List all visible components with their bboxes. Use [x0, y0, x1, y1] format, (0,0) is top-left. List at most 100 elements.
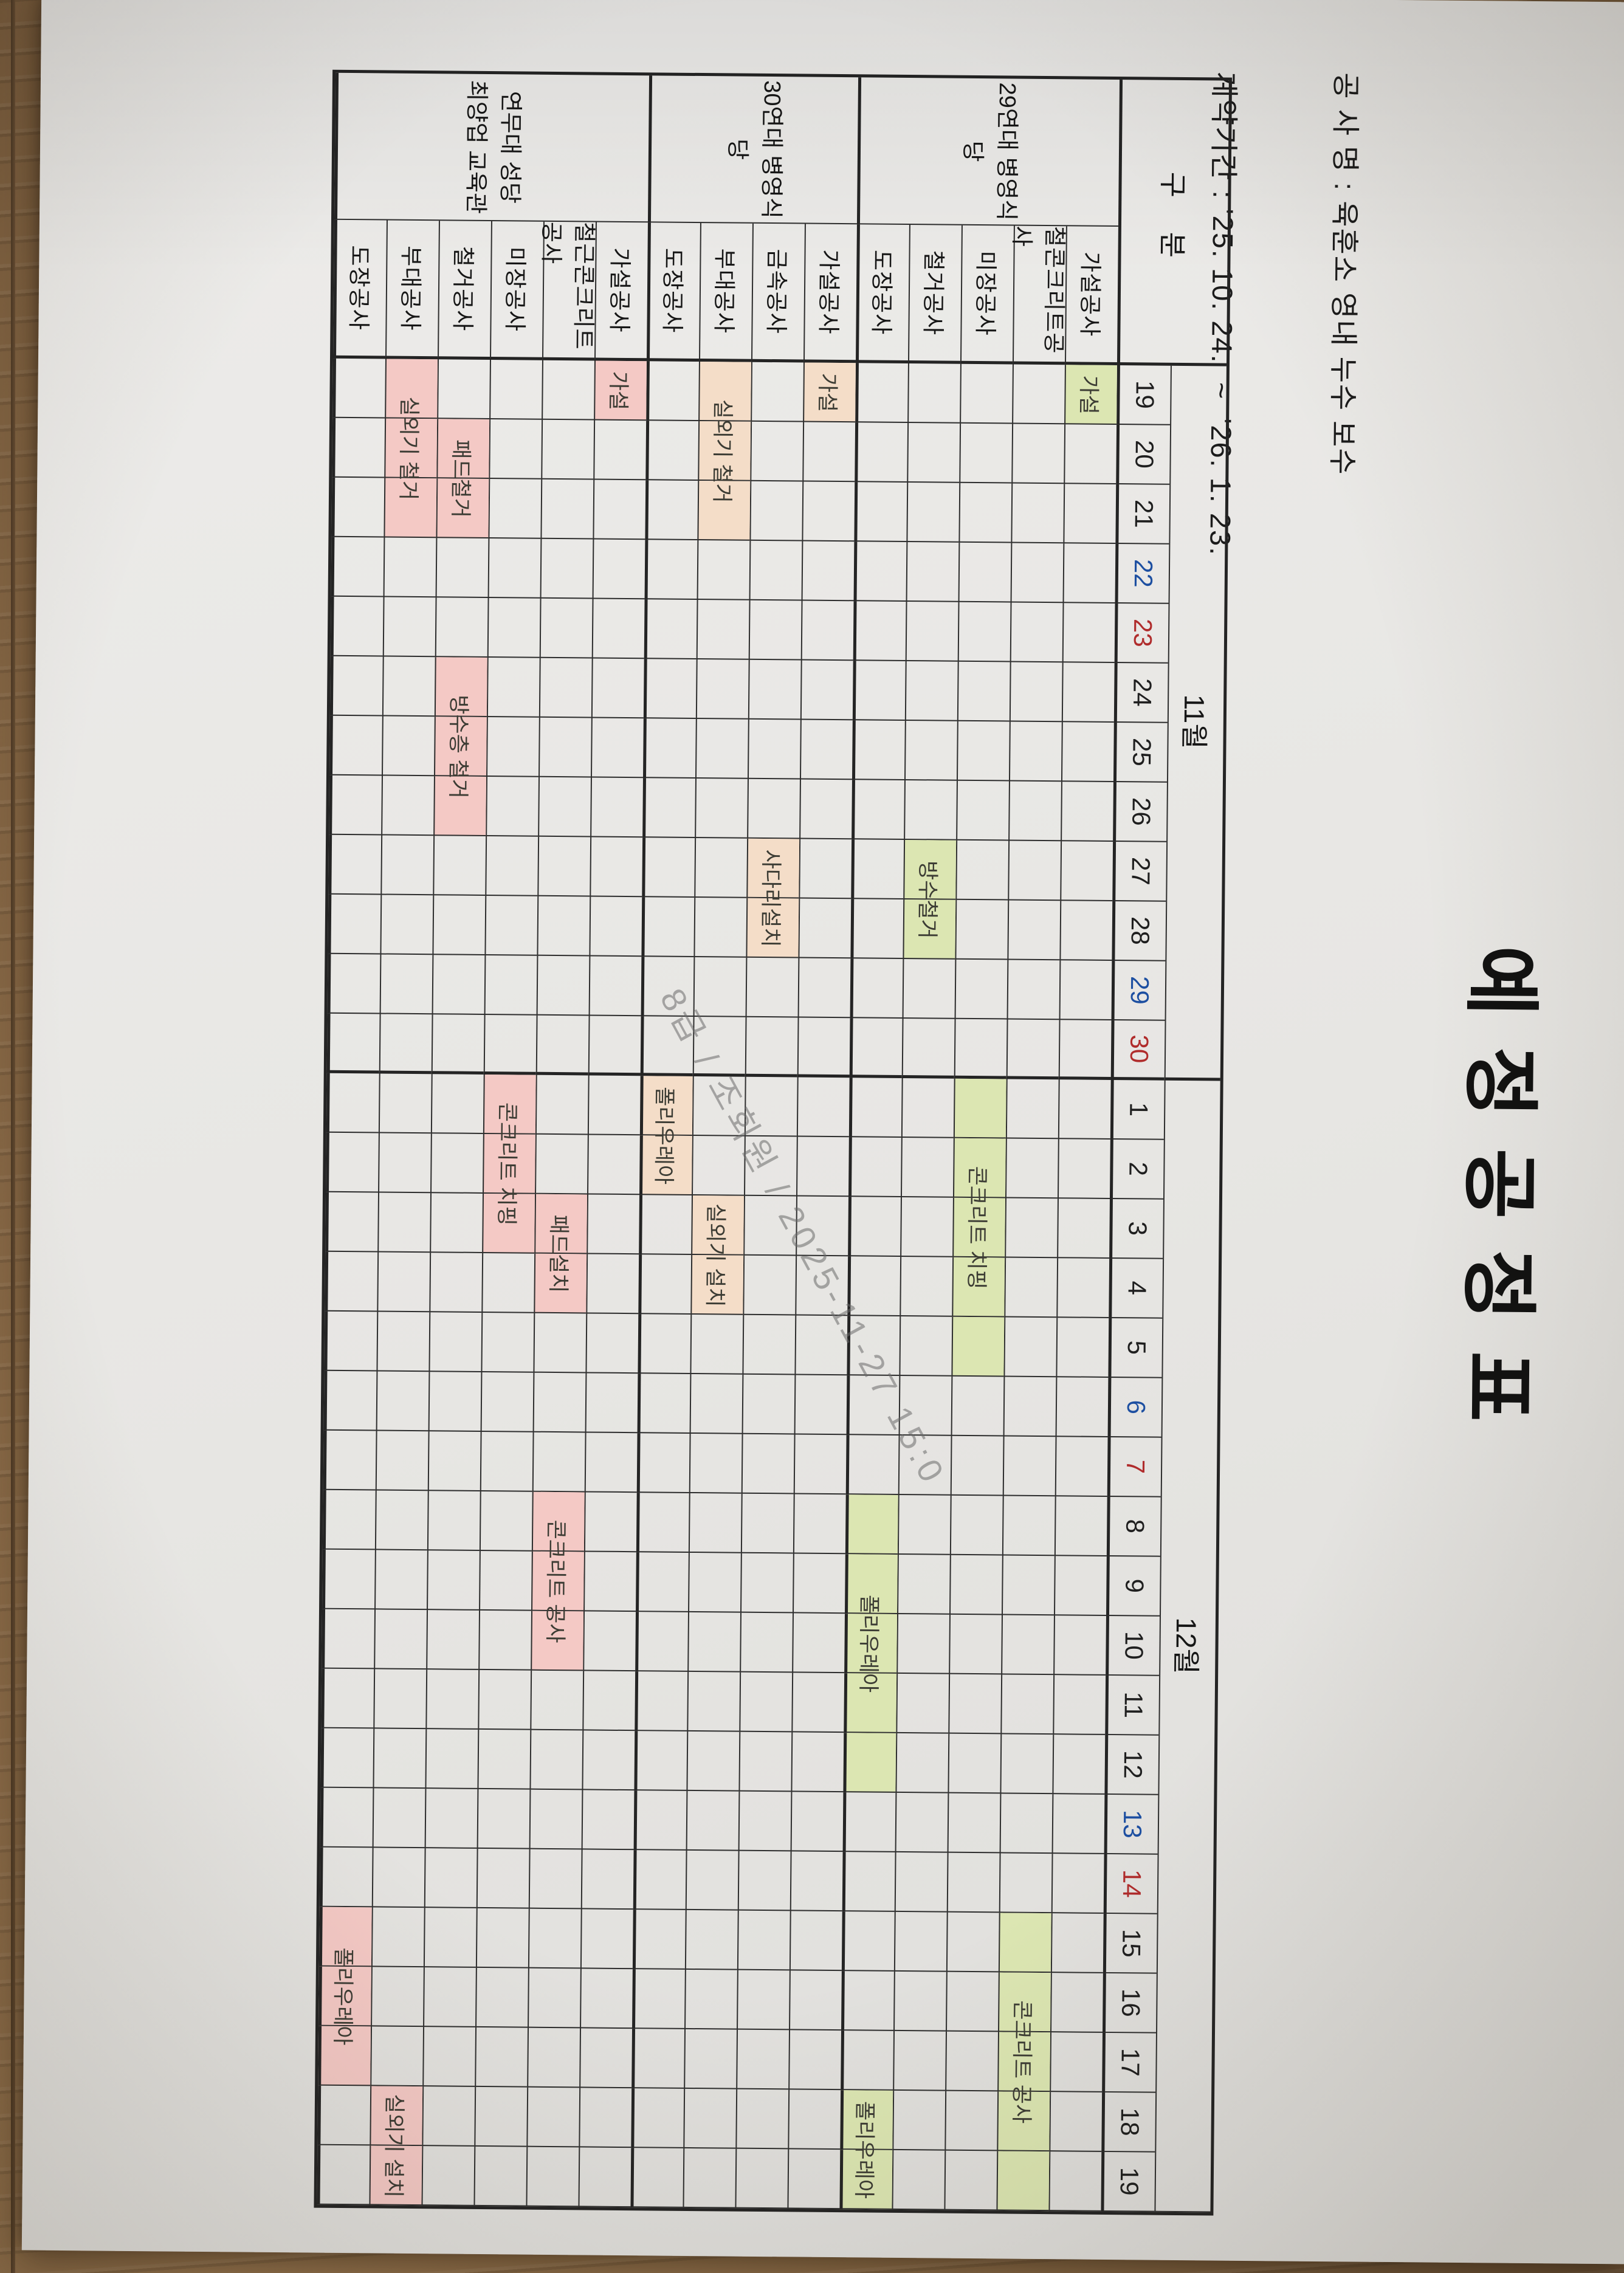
- day-cell: [1056, 1258, 1110, 1318]
- day-cell: [789, 1911, 842, 1972]
- day-cell: [475, 2027, 528, 2088]
- day-header: 5: [1108, 1318, 1163, 1378]
- day-cell: [800, 660, 853, 721]
- day-cell: [952, 1197, 1005, 1258]
- day-cell: [906, 542, 959, 602]
- day-cell: [645, 421, 699, 481]
- day-cell: [946, 1852, 1000, 1913]
- day-header: 19: [1101, 2151, 1155, 2212]
- day-cell: [957, 661, 1010, 722]
- day-cell: [907, 363, 960, 424]
- day-cell: [745, 1017, 798, 1078]
- day-cell: [1002, 1496, 1055, 1556]
- day-cell: [421, 2146, 475, 2206]
- day-cell: [587, 1135, 640, 1195]
- day-cell: [1006, 1019, 1059, 1080]
- day-cell: [488, 479, 542, 539]
- day-cell: [683, 2088, 737, 2149]
- day-cell: [997, 2091, 1050, 2152]
- day-cell: [583, 1552, 636, 1612]
- day-cell: [379, 1014, 432, 1075]
- day-cell: [949, 1614, 1002, 1675]
- day-cell: [538, 717, 591, 778]
- day-cell: [996, 2151, 1050, 2212]
- day-cell: [332, 358, 385, 419]
- project-name-line: 공 사 명 : 육훈소 영내 누수 보수: [1326, 72, 1363, 476]
- day-cell: [735, 2089, 789, 2150]
- day-header: 29: [1111, 960, 1166, 1021]
- day-cell: [644, 540, 698, 600]
- day-cell: [796, 1077, 850, 1138]
- day-cell: [844, 1614, 897, 1674]
- day-cell: [852, 661, 906, 721]
- day-cell: [698, 421, 751, 481]
- day-cell: [633, 1850, 686, 1910]
- day-cell: [377, 1192, 431, 1253]
- day-cell: [1001, 1555, 1055, 1616]
- day-cell: [900, 1137, 954, 1198]
- day-cell: [639, 1135, 692, 1195]
- day-cell: [638, 1254, 692, 1315]
- day-cell: [641, 897, 695, 957]
- day-cell: [1064, 365, 1117, 425]
- day-cell: [949, 1555, 1002, 1615]
- day-cell: [787, 2149, 841, 2210]
- day-cell: [475, 1967, 528, 2028]
- day-cell: [579, 2028, 633, 2089]
- day-cell: [895, 1792, 948, 1853]
- day-header: 25: [1113, 722, 1168, 783]
- day-cell: [430, 1133, 483, 1194]
- day-cell: [538, 658, 592, 718]
- day-cell: [374, 1609, 427, 1670]
- day-cell: [954, 959, 1008, 1020]
- day-cell: [1061, 782, 1113, 842]
- day-cell: [644, 599, 697, 659]
- day-header: 19: [1116, 365, 1171, 425]
- work-type-label: 철거공사: [437, 221, 491, 360]
- day-cell: [1000, 1734, 1053, 1795]
- day-cell: [855, 363, 908, 424]
- day-cell: [907, 423, 960, 483]
- day-cell: [370, 2086, 423, 2147]
- day-cell: [325, 1251, 378, 1312]
- day-cell: [750, 421, 803, 482]
- day-cell: [736, 2029, 790, 2090]
- day-cell: [531, 1491, 585, 1552]
- day-cell: [952, 1138, 1006, 1198]
- day-cell: [593, 420, 647, 481]
- day-cell: [642, 778, 695, 838]
- day-cell: [582, 1671, 636, 1731]
- day-cell: [631, 2088, 684, 2148]
- day-cell: [433, 776, 486, 836]
- day-header: 18: [1101, 2092, 1156, 2153]
- day-cell: [530, 1670, 583, 1731]
- day-cell: [487, 597, 540, 658]
- day-cell: [1010, 543, 1064, 603]
- day-cell: [1049, 2092, 1103, 2152]
- day-cell: [899, 1316, 952, 1377]
- day-cell: [635, 1612, 689, 1672]
- day-cell: [687, 1671, 740, 1732]
- day-cell: [430, 1074, 484, 1134]
- day-cell: [480, 1431, 533, 1492]
- day-cell: [1052, 1735, 1106, 1795]
- day-cell: [845, 1554, 898, 1614]
- day-cell: [1059, 960, 1112, 1020]
- day-cell: [904, 661, 958, 721]
- day-cell: [1003, 1377, 1056, 1437]
- day-cell: [645, 480, 698, 541]
- work-type-label: 도장공사: [332, 219, 387, 359]
- day-cell: [483, 1074, 536, 1135]
- day-cell: [371, 1907, 424, 1968]
- day-cell: [793, 1434, 847, 1495]
- day-cell: [697, 481, 751, 541]
- day-cell: [1057, 1198, 1110, 1259]
- day-cell: [594, 360, 647, 421]
- day-cell: [433, 836, 486, 896]
- day-cell: [537, 896, 590, 957]
- day-cell: [373, 1669, 427, 1730]
- day-cell: [371, 1967, 424, 2027]
- day-cell: [322, 1549, 375, 1610]
- day-cell: [1062, 543, 1116, 604]
- day-cell: [792, 1613, 845, 1674]
